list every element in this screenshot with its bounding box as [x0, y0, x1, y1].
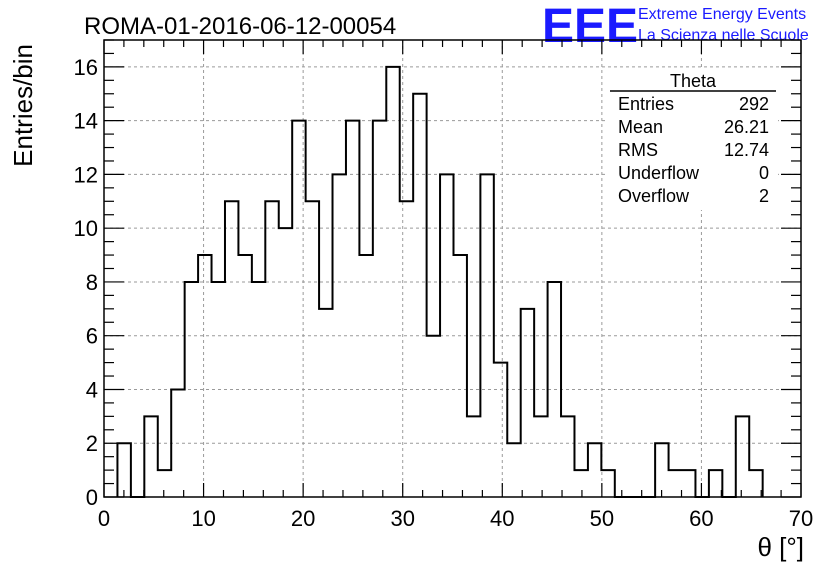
- histogram-bin: [669, 470, 682, 497]
- histogram-bin: [400, 201, 413, 497]
- histogram-bin: [574, 470, 587, 497]
- histogram-bin: [588, 443, 601, 497]
- histogram-bin: [198, 255, 211, 497]
- chart-title: ROMA-01-2016-06-12-00054: [84, 13, 396, 40]
- stats-label: Underflow: [618, 163, 700, 183]
- x-tick-label: 50: [590, 506, 614, 531]
- logo-line-1: Extreme Energy Events: [638, 6, 806, 23]
- histogram-bars: [116, 65, 764, 498]
- histogram-bin: [494, 363, 507, 497]
- histogram-bin: [238, 255, 251, 497]
- histogram-bin: [319, 309, 332, 497]
- histogram-bin: [709, 470, 722, 497]
- stats-value: 292: [739, 94, 769, 114]
- histogram-bin: [561, 416, 574, 497]
- x-axis-label: θ [°]: [757, 532, 804, 562]
- histogram-bin: [682, 470, 695, 497]
- stats-value: 12.74: [724, 140, 769, 160]
- y-tick-label: 16: [74, 55, 98, 80]
- eee-logo: EEE: [542, 0, 638, 53]
- stats-label: Mean: [618, 117, 663, 137]
- logo-line-2: La Scienza nelle Scuole: [638, 27, 809, 44]
- stats-label: Overflow: [618, 186, 690, 206]
- y-tick-label: 10: [74, 216, 98, 241]
- histogram-bin: [225, 201, 238, 497]
- y-axis-label: Entries/bin: [8, 44, 38, 167]
- histogram-bin: [359, 255, 372, 497]
- y-tick-label: 2: [86, 431, 98, 456]
- histogram-bin: [346, 121, 359, 497]
- stats-title: Theta: [670, 71, 717, 91]
- y-tick-label: 14: [74, 109, 98, 134]
- x-tick-label: 0: [98, 506, 110, 531]
- x-tick-label: 10: [191, 506, 215, 531]
- stats-value: 2: [759, 186, 769, 206]
- stats-box: Theta Entries 292 Mean 26.21 RMS 12.74 Underfl…: [608, 70, 778, 210]
- histogram-bin: [279, 228, 292, 497]
- stats-label: RMS: [618, 140, 658, 160]
- y-tick-label: 4: [86, 377, 98, 402]
- stats-label: Entries: [618, 94, 674, 114]
- histogram-bin: [158, 470, 171, 497]
- x-tick-label: 30: [390, 506, 414, 531]
- x-tick-labels: 0 10 20 30 40 50 60 70: [98, 506, 813, 531]
- y-tick-label: 12: [74, 162, 98, 187]
- histogram-bin: [292, 121, 305, 497]
- histogram-bin: [144, 416, 157, 497]
- stats-rows: Entries 292 Mean 26.21 RMS 12.74 Underflow 0 Ove…: [618, 94, 769, 206]
- histogram-bin: [521, 309, 534, 497]
- x-tick-label: 20: [291, 506, 315, 531]
- y-tick-label: 8: [86, 270, 98, 295]
- histogram-bin: [413, 94, 426, 497]
- x-tick-label: 40: [490, 506, 514, 531]
- histogram-bin: [265, 201, 278, 497]
- y-tick-label: 6: [86, 324, 98, 349]
- histogram-bin: [427, 336, 440, 497]
- histogram-bin: [601, 470, 614, 497]
- stats-value: 26.21: [724, 117, 769, 137]
- x-tick-label: 70: [789, 506, 813, 531]
- histogram-bin: [467, 416, 480, 497]
- histogram-bin: [736, 416, 749, 497]
- stats-value: 0: [759, 163, 769, 183]
- histogram-bin: [507, 443, 520, 497]
- axis-ticks: [103, 39, 802, 498]
- histogram-bin: [453, 255, 466, 497]
- histogram-bin: [373, 121, 386, 497]
- histogram-bin: [306, 201, 319, 497]
- histogram-bin: [534, 416, 547, 497]
- histogram-bin: [655, 443, 668, 497]
- histogram-bin: [117, 443, 130, 497]
- y-tick-labels: 0 2 4 6 8 10 12 14 16: [74, 55, 98, 510]
- x-tick-label: 60: [689, 506, 713, 531]
- y-tick-label: 0: [86, 485, 98, 510]
- stats-box-background: [608, 70, 778, 210]
- histogram-bin: [252, 282, 265, 497]
- histogram-outline: [116, 65, 764, 498]
